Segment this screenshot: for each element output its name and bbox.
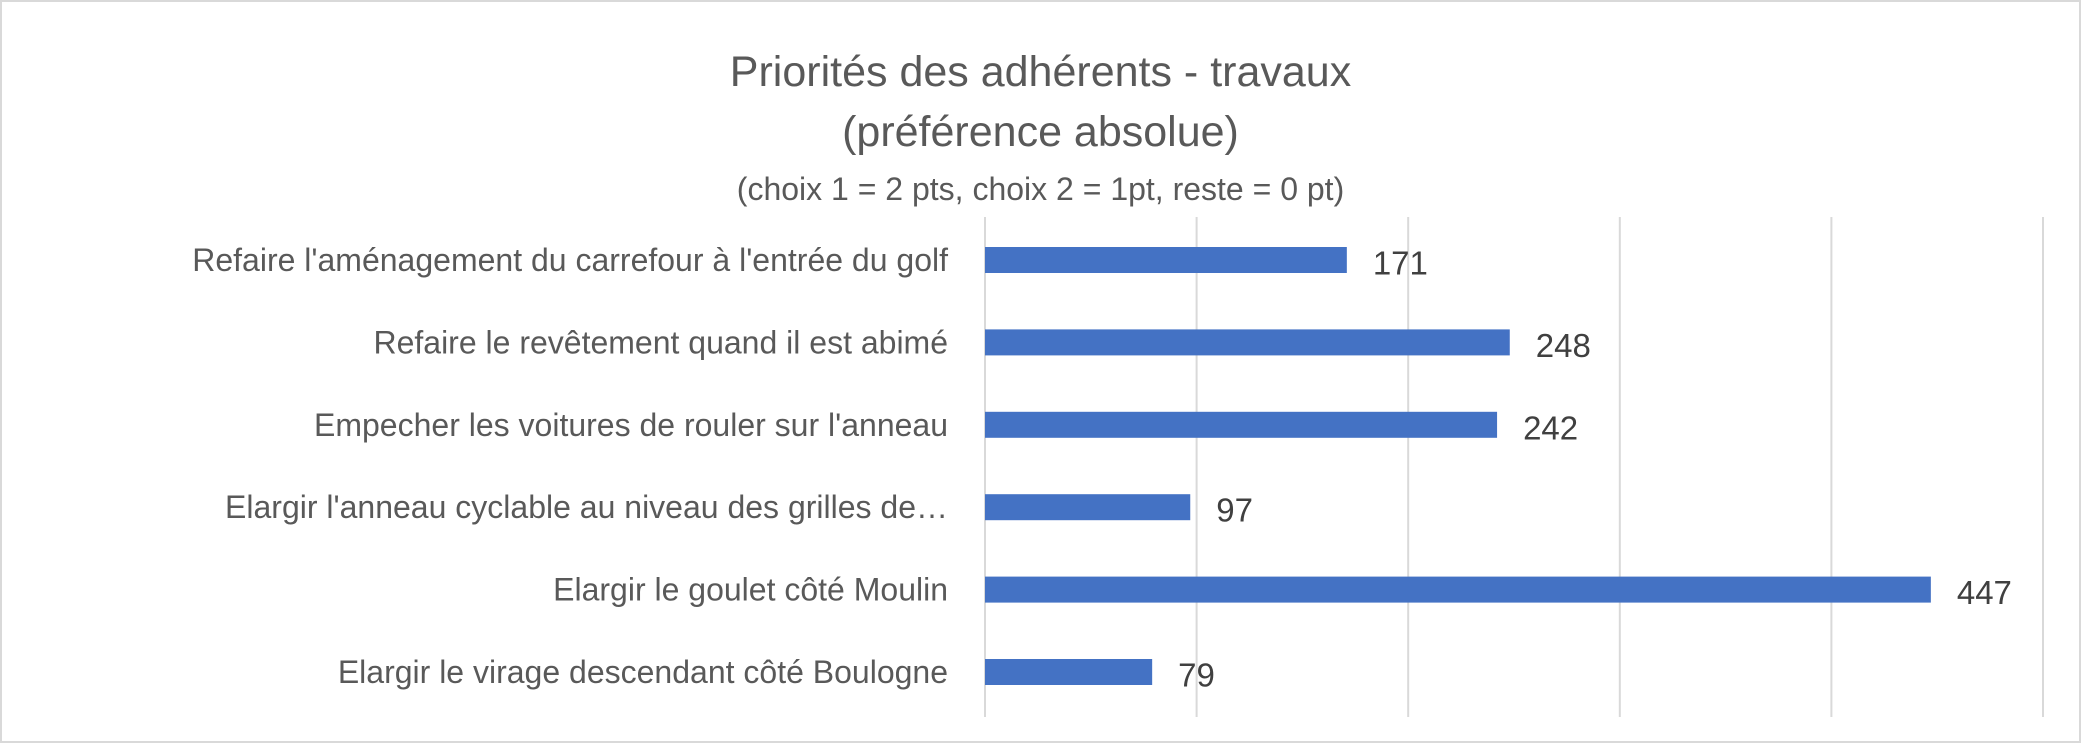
data-label: 248 bbox=[1536, 327, 1591, 364]
bar bbox=[985, 247, 1347, 273]
bar bbox=[985, 411, 1498, 438]
category-label: Refaire l'aménagement du carrefour à l'e… bbox=[192, 242, 948, 278]
category-label: Elargir le goulet côté Moulin bbox=[553, 572, 948, 608]
category-label: Elargir le virage descendant côté Boulog… bbox=[338, 654, 948, 690]
category-label: Refaire le revêtement quand il est abimé bbox=[373, 324, 948, 360]
data-label: 242 bbox=[1523, 409, 1578, 446]
category-label: Empecher les voitures de rouler sur l'an… bbox=[314, 407, 948, 443]
chart-title-block: Priorités des adhérents - travaux (préfé… bbox=[2, 42, 2079, 214]
value-labels: 171 248 242 97 447 79 bbox=[1178, 245, 2012, 694]
data-label: 447 bbox=[1957, 574, 2012, 611]
bars bbox=[985, 247, 1931, 685]
data-label: 97 bbox=[1216, 492, 1253, 529]
bar bbox=[985, 576, 1931, 603]
gridlines bbox=[984, 217, 2044, 717]
bar bbox=[985, 329, 1510, 356]
bar bbox=[985, 494, 1191, 521]
chart-subtitle: (choix 1 = 2 pts, choix 2 = 1pt, reste =… bbox=[736, 171, 1345, 207]
chart-title-line-1: Priorités des adhérents - travaux bbox=[729, 48, 1352, 96]
data-label: 79 bbox=[1178, 657, 1215, 694]
chart-title-line-2: (préférence absolue) bbox=[842, 108, 1239, 156]
category-label: Elargir l'anneau cyclable au niveau des … bbox=[225, 489, 948, 525]
category-labels: Refaire l'aménagement du carrefour à l'e… bbox=[192, 242, 948, 690]
bar bbox=[985, 659, 1153, 685]
data-label: 171 bbox=[1373, 245, 1428, 282]
